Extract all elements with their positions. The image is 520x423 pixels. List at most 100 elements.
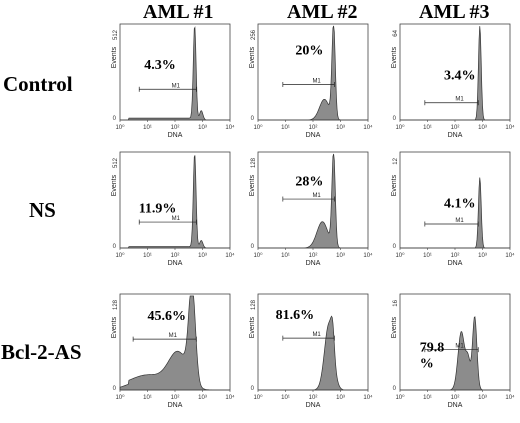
percent-annotation: 4.3% — [144, 58, 176, 73]
y-max-tick-label: 128 — [113, 299, 119, 310]
plot-frame — [119, 151, 231, 249]
x-tick-label: 10² — [451, 253, 460, 259]
gate-label: M1 — [312, 332, 321, 338]
percent-annotation: 3.4% — [444, 69, 476, 84]
x-tick-label: 10⁰ — [115, 252, 125, 259]
x-axis-label: DNA — [448, 402, 463, 409]
percent-annotation: 28% — [295, 175, 323, 190]
x-tick-label: 10³ — [336, 253, 345, 259]
y-max-tick-label: 12 — [393, 157, 399, 164]
y-zero-tick-label: 0 — [113, 244, 117, 250]
x-tick-label: 10² — [309, 125, 318, 131]
histogram-bcl-2-as-aml-1: 128 0 Events 10⁰ 10¹ 10² 10³ 10⁴ DNA M1 45.6% — [106, 292, 240, 410]
gate-label: M1 — [312, 78, 321, 84]
x-tick-label: 10³ — [336, 395, 345, 401]
x-tick-label: 10¹ — [423, 125, 432, 131]
y-axis-label: Events — [249, 316, 256, 338]
y-zero-tick-label: 0 — [251, 244, 255, 250]
y-axis-label: Events — [391, 174, 398, 196]
y-zero-tick-label: 0 — [393, 116, 397, 122]
x-tick-label: 10⁴ — [505, 394, 515, 401]
percent-annotation: 79.8% — [420, 341, 445, 372]
x-tick-label: 10³ — [198, 253, 207, 259]
histogram-svg: 64 0 Events 10⁰ 10¹ 10² 10³ 10⁴ DNA M1 3.4% — [391, 23, 515, 139]
x-tick-label: 10⁰ — [115, 394, 125, 401]
x-tick-label: 10⁴ — [225, 124, 235, 131]
x-tick-label: 10⁰ — [253, 394, 263, 401]
x-tick-label: 10¹ — [423, 253, 432, 259]
histogram-area — [258, 315, 368, 391]
histogram-ns-aml-3: 12 0 Events 10⁰ 10¹ 10² 10³ 10⁴ DNA M1 4.1% — [386, 150, 520, 268]
gate-m1: M1 — [132, 333, 197, 342]
histogram-svg: 512 0 Events 10⁰ 10¹ 10² 10³ 10⁴ DNA M1 4.3% — [111, 23, 235, 139]
gate-m1: M1 — [138, 216, 197, 225]
row-title-ns: NS — [29, 198, 56, 222]
histogram-area — [400, 177, 510, 249]
column-title-aml-2: AML #2 — [287, 1, 358, 23]
x-tick-label: 10² — [171, 395, 180, 401]
y-max-tick-label: 512 — [113, 29, 119, 40]
x-tick-label: 10⁴ — [225, 394, 235, 401]
percent-annotation: 45.6% — [148, 309, 187, 324]
x-tick-label: 10⁴ — [225, 252, 235, 259]
x-tick-label: 10² — [171, 125, 180, 131]
histogram-svg: 128 0 Events 10⁰ 10¹ 10² 10³ 10⁴ DNA M1 45.6% — [111, 293, 235, 409]
histogram-control-aml-1: 512 0 Events 10⁰ 10¹ 10² 10³ 10⁴ DNA M1 4.3% — [106, 22, 240, 140]
gate-m1: M1 — [138, 83, 197, 92]
x-tick-label: 10⁰ — [253, 252, 263, 259]
percent-annotation: 20% — [295, 44, 323, 59]
histogram-svg: 128 0 Events 10⁰ 10¹ 10² 10³ 10⁴ DNA M1 28% — [249, 151, 373, 267]
histogram-area — [258, 153, 368, 249]
x-tick-label: 10⁰ — [253, 124, 263, 131]
x-tick-label: 10³ — [478, 253, 487, 259]
gate-m1: M1 — [424, 344, 479, 353]
x-tick-label: 10² — [451, 125, 460, 131]
x-tick-label: 10⁴ — [363, 124, 373, 131]
x-axis-label: DNA — [306, 260, 321, 267]
row-title-control: Control — [3, 72, 73, 96]
y-zero-tick-label: 0 — [113, 116, 117, 122]
gate-m1: M1 — [424, 97, 479, 106]
x-tick-label: 10² — [451, 395, 460, 401]
percent-annotation: 4.1% — [444, 197, 476, 212]
x-axis-label: DNA — [168, 260, 183, 267]
gate-label: M1 — [455, 97, 464, 103]
y-zero-tick-label: 0 — [113, 386, 117, 392]
x-axis-label: DNA — [306, 132, 321, 139]
x-tick-label: 10² — [171, 253, 180, 259]
histogram-area — [400, 316, 510, 391]
y-zero-tick-label: 0 — [393, 244, 397, 250]
gate-label: M1 — [455, 344, 464, 350]
x-tick-label: 10¹ — [281, 395, 290, 401]
y-zero-tick-label: 0 — [251, 386, 255, 392]
histogram-ns-aml-1: 512 0 Events 10⁰ 10¹ 10² 10³ 10⁴ DNA M1 11.9% — [106, 150, 240, 268]
gate-m1: M1 — [282, 332, 335, 341]
x-tick-label: 10¹ — [143, 125, 152, 131]
x-tick-label: 10³ — [198, 395, 207, 401]
histogram-svg: 12 0 Events 10⁰ 10¹ 10² 10³ 10⁴ DNA M1 4.1% — [391, 151, 515, 267]
y-max-tick-label: 128 — [251, 299, 257, 310]
x-tick-label: 10⁰ — [395, 124, 405, 131]
x-axis-label: DNA — [306, 402, 321, 409]
x-tick-label: 10³ — [478, 395, 487, 401]
y-max-tick-label: 128 — [251, 157, 257, 168]
x-tick-label: 10² — [309, 395, 318, 401]
gate-m1: M1 — [282, 78, 335, 87]
histogram-control-aml-2: 256 0 Events 10⁰ 10¹ 10² 10³ 10⁴ DNA M1 20% — [244, 22, 378, 140]
x-tick-label: 10⁴ — [505, 124, 515, 131]
x-tick-label: 10⁴ — [505, 252, 515, 259]
histogram-bcl-2-as-aml-2: 128 0 Events 10⁰ 10¹ 10² 10³ 10⁴ DNA M1 81.6% — [244, 292, 378, 410]
histogram-svg: 128 0 Events 10⁰ 10¹ 10² 10³ 10⁴ DNA M1 81.6% — [249, 293, 373, 409]
x-axis-label: DNA — [168, 132, 183, 139]
y-max-tick-label: 16 — [393, 299, 399, 306]
x-tick-label: 10⁴ — [363, 394, 373, 401]
gate-m1: M1 — [424, 218, 479, 227]
x-tick-label: 10¹ — [281, 125, 290, 131]
plot-frame — [257, 151, 369, 249]
x-tick-label: 10¹ — [143, 395, 152, 401]
x-tick-label: 10³ — [478, 125, 487, 131]
y-max-tick-label: 64 — [393, 29, 399, 36]
x-tick-label: 10⁰ — [395, 252, 405, 259]
histogram-svg: 16 0 Events 10⁰ 10¹ 10² 10³ 10⁴ DNA M1 79.8% — [391, 293, 515, 409]
